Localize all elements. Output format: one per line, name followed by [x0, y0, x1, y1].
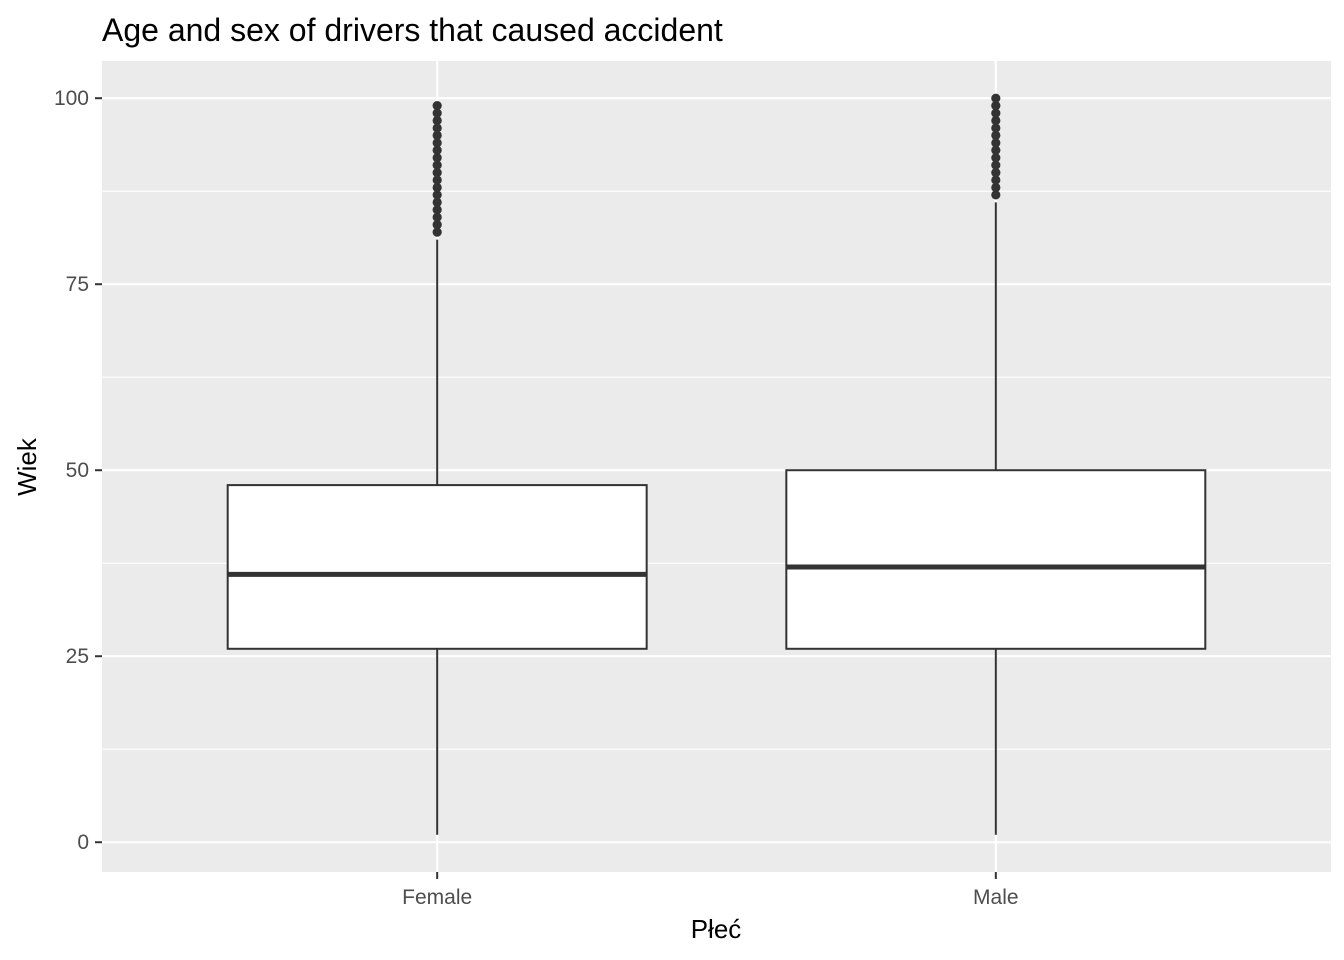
chart-title: Age and sex of drivers that caused accid…	[102, 12, 723, 48]
outlier-point	[432, 182, 442, 193]
y-tick-label: 100	[54, 87, 89, 110]
outlier-point	[991, 168, 1001, 178]
outlier-point	[991, 145, 1001, 155]
outlier-point	[432, 101, 442, 111]
x-axis-title: Płeć	[691, 914, 742, 944]
outlier-point	[432, 153, 442, 163]
outlier-point	[432, 160, 442, 170]
y-tick-label: 75	[66, 273, 89, 296]
outlier-point	[432, 115, 442, 126]
outlier-point	[432, 205, 442, 215]
outlier-point	[991, 123, 1001, 133]
outlier-point	[432, 108, 442, 118]
outlier-point	[432, 130, 442, 141]
y-tick-label: 25	[66, 645, 89, 668]
outlier-point	[991, 108, 1001, 118]
plot-panel	[102, 61, 1331, 872]
outlier-point	[991, 115, 1001, 126]
outlier-point	[432, 175, 442, 185]
outlier-point	[432, 220, 442, 230]
outlier-point	[432, 212, 442, 222]
outlier-point	[432, 197, 442, 207]
x-tick-label: Male	[973, 886, 1019, 909]
box-iqr	[226, 484, 648, 650]
outlier-point	[432, 145, 442, 155]
y-axis: 0 25 50 75 100	[54, 87, 102, 854]
y-tick-label: 50	[66, 459, 89, 482]
outlier-point	[432, 138, 442, 148]
outlier-point	[432, 227, 442, 237]
outlier-point	[991, 175, 1001, 185]
y-axis-title: Wiek	[12, 437, 42, 496]
box-male	[785, 93, 1207, 835]
outlier-point	[991, 190, 1001, 200]
box-iqr	[785, 469, 1207, 650]
outlier-point	[432, 168, 442, 178]
outlier-point	[991, 138, 1001, 148]
outlier-point	[991, 160, 1001, 170]
outlier-point	[991, 101, 1001, 111]
x-axis: Female Male	[402, 872, 1019, 909]
outlier-point	[432, 190, 442, 200]
y-tick-label: 0	[77, 831, 89, 854]
x-tick-label: Female	[402, 886, 472, 909]
outlier-point	[991, 130, 1001, 141]
outlier-point	[991, 182, 1001, 193]
outlier-point	[991, 93, 1001, 103]
outlier-point	[432, 123, 442, 133]
outlier-point	[991, 153, 1001, 163]
box-series	[226, 93, 1207, 835]
box-female	[226, 101, 648, 835]
